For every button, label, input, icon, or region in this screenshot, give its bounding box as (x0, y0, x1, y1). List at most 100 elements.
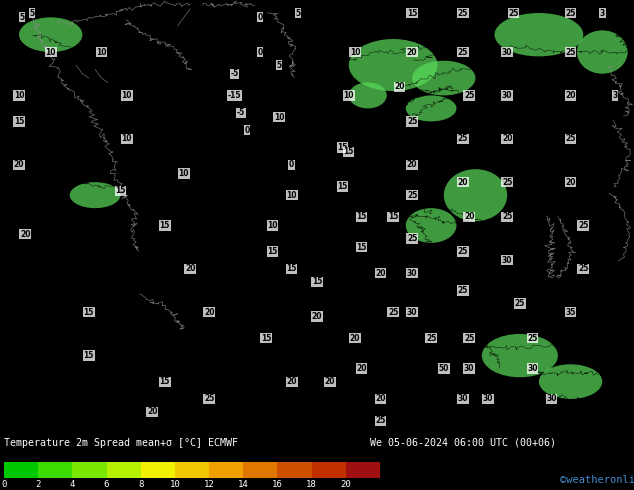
Text: 25: 25 (502, 212, 512, 221)
Text: 2: 2 (36, 480, 41, 489)
Text: 25: 25 (407, 117, 417, 126)
Text: -15: -15 (228, 91, 242, 100)
Ellipse shape (70, 182, 120, 208)
Text: 10: 10 (122, 91, 132, 100)
Text: 20: 20 (407, 160, 417, 169)
Bar (72, 462, 107, 478)
Text: 30: 30 (483, 394, 493, 403)
Text: 20: 20 (287, 377, 297, 386)
Text: 15: 15 (388, 212, 398, 221)
Text: 15: 15 (115, 186, 126, 196)
Text: 20: 20 (458, 178, 468, 187)
Text: 15: 15 (160, 221, 170, 230)
Bar (4, 462, 38, 478)
Text: Temperature 2m Spread mean+σ [°C] ECMWF: Temperature 2m Spread mean+σ [°C] ECMWF (4, 438, 238, 448)
Text: -5: -5 (236, 108, 245, 117)
Text: 20: 20 (566, 178, 576, 187)
Text: 20: 20 (356, 364, 366, 373)
Text: 15: 15 (287, 265, 297, 273)
Text: 25: 25 (464, 334, 474, 343)
Text: 25: 25 (515, 299, 525, 308)
Ellipse shape (539, 364, 602, 399)
Text: 4: 4 (70, 480, 75, 489)
Text: 25: 25 (426, 334, 436, 343)
Text: 20: 20 (340, 480, 351, 489)
Text: 10: 10 (122, 134, 132, 143)
Bar (175, 462, 209, 478)
Text: 30: 30 (547, 394, 557, 403)
Text: 30: 30 (502, 256, 512, 265)
Text: 20: 20 (375, 394, 385, 403)
Text: 0: 0 (257, 13, 262, 22)
Text: 10: 10 (46, 48, 56, 56)
Bar (38, 462, 72, 478)
Text: 30: 30 (407, 269, 417, 278)
Text: 5: 5 (29, 8, 34, 18)
Text: 3: 3 (612, 91, 618, 100)
Text: 25: 25 (502, 178, 512, 187)
Text: 25: 25 (458, 48, 468, 56)
Text: 15: 15 (356, 243, 366, 252)
Bar (278, 462, 312, 478)
Text: 25: 25 (375, 416, 385, 425)
Ellipse shape (412, 61, 476, 96)
Text: 15: 15 (407, 8, 417, 18)
Text: 10: 10 (274, 113, 284, 122)
Ellipse shape (577, 30, 628, 74)
Text: 0: 0 (257, 48, 262, 56)
Text: 30: 30 (458, 394, 468, 403)
Ellipse shape (495, 13, 583, 56)
Text: 20: 20 (20, 230, 30, 239)
Text: 10: 10 (344, 91, 354, 100)
Text: 20: 20 (185, 265, 195, 273)
Text: 10: 10 (14, 91, 24, 100)
Text: 12: 12 (204, 480, 214, 489)
Text: 6: 6 (104, 480, 109, 489)
Text: 25: 25 (578, 221, 588, 230)
Text: 15: 15 (84, 308, 94, 317)
Text: 25: 25 (566, 8, 576, 18)
Text: 10: 10 (350, 48, 360, 56)
Text: 0: 0 (245, 125, 250, 135)
Text: 20: 20 (394, 82, 404, 91)
Text: 30: 30 (527, 364, 538, 373)
Bar (243, 462, 278, 478)
Text: 25: 25 (464, 91, 474, 100)
Ellipse shape (349, 39, 437, 91)
Text: 10: 10 (96, 48, 107, 56)
Text: 20: 20 (464, 212, 474, 221)
Text: 5: 5 (276, 61, 281, 70)
Ellipse shape (19, 17, 82, 52)
Text: 14: 14 (238, 480, 249, 489)
Ellipse shape (482, 334, 558, 377)
Text: 16: 16 (272, 480, 283, 489)
Text: 25: 25 (407, 234, 417, 243)
Bar (209, 462, 243, 478)
Text: 25: 25 (458, 247, 468, 256)
Text: 25: 25 (458, 134, 468, 143)
Text: 20: 20 (325, 377, 335, 386)
Text: 10: 10 (179, 169, 189, 178)
Text: 15: 15 (160, 377, 170, 386)
Bar (312, 462, 346, 478)
Text: 0: 0 (289, 160, 294, 169)
Text: 20: 20 (375, 269, 385, 278)
Text: 3: 3 (600, 8, 605, 18)
Text: 20: 20 (350, 334, 360, 343)
Text: 15: 15 (312, 277, 322, 286)
Text: 15: 15 (14, 117, 24, 126)
Bar (141, 462, 175, 478)
Text: 10: 10 (268, 221, 278, 230)
Text: 15: 15 (268, 247, 278, 256)
Text: 20: 20 (566, 91, 576, 100)
Text: We 05-06-2024 06:00 UTC (00+06): We 05-06-2024 06:00 UTC (00+06) (370, 438, 556, 448)
Text: 15: 15 (344, 147, 354, 156)
Text: 10: 10 (287, 191, 297, 199)
Text: 8: 8 (138, 480, 143, 489)
Text: 20: 20 (407, 48, 417, 56)
Text: 25: 25 (458, 286, 468, 295)
Text: 15: 15 (337, 143, 347, 152)
Text: 35: 35 (566, 308, 576, 317)
Text: 15: 15 (337, 182, 347, 191)
Text: 5: 5 (295, 8, 301, 18)
